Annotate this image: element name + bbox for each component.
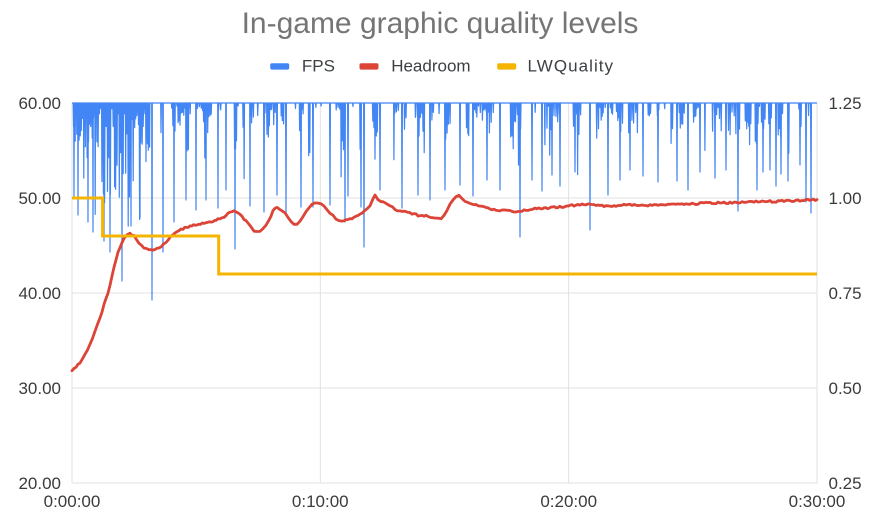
svg-text:0:30:00: 0:30:00 [789,492,846,511]
svg-text:1.25: 1.25 [829,94,862,113]
svg-text:0:10:00: 0:10:00 [292,492,349,511]
svg-text:30.00: 30.00 [18,379,61,398]
svg-text:In-game graphic quality levels: In-game graphic quality levels [242,7,639,40]
svg-text:0:20:00: 0:20:00 [540,492,597,511]
svg-text:FPS: FPS [302,56,335,75]
svg-text:0.50: 0.50 [829,379,862,398]
svg-text:40.00: 40.00 [18,284,61,303]
svg-text:0.25: 0.25 [829,474,862,493]
svg-text:20.00: 20.00 [18,474,61,493]
svg-text:50.00: 50.00 [18,189,61,208]
svg-text:0:00:00: 0:00:00 [44,492,101,511]
svg-text:60.00: 60.00 [18,94,61,113]
svg-text:0.75: 0.75 [829,284,862,303]
svg-text:Headroom: Headroom [391,56,470,75]
svg-text:LWQuality: LWQuality [528,56,615,75]
svg-text:1.00: 1.00 [829,189,862,208]
